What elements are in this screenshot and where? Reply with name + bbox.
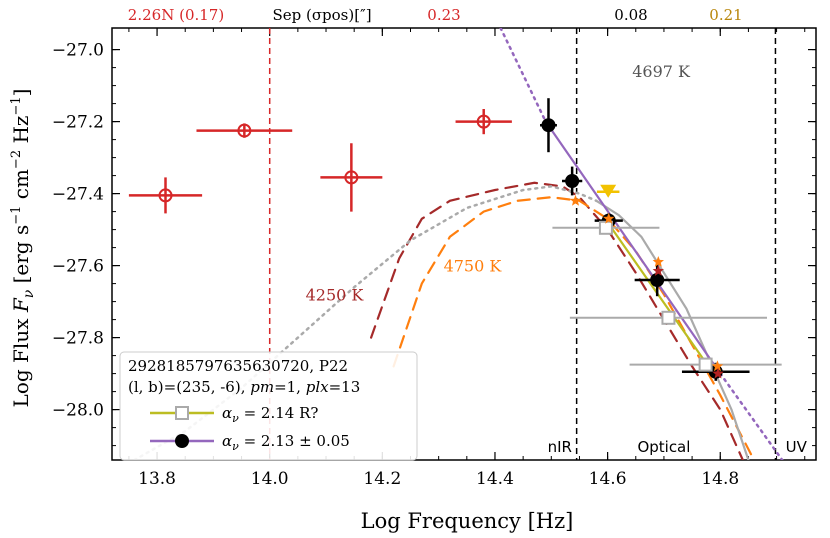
model-curve: [595, 199, 750, 460]
x-tick-label: 13.8: [138, 469, 176, 489]
legend-params-pm: pm: [250, 378, 274, 396]
top-label-sep-gold: 0.21: [709, 6, 742, 24]
legend-params-plx: plx: [306, 378, 329, 396]
annotations: nIR Optical UV 4697 K 4250 K 4750 K: [306, 62, 808, 456]
top-label-sep-black: 0.08: [614, 6, 647, 24]
top-label-sep-red2: 0.23: [427, 6, 460, 24]
y-tick-label: −27.0: [52, 41, 104, 61]
plot-frame: [111, 27, 817, 461]
model-curve: [499, 28, 547, 123]
model-flux-star: [652, 256, 664, 267]
data-point-gray: [598, 220, 613, 235]
model-flux-star: [711, 360, 724, 372]
y-label-e2: −2: [9, 150, 24, 169]
model-flux-star: [603, 212, 615, 224]
data-point-black: [565, 174, 580, 188]
legend-entry-2: αν = 2.13 ± 0.05: [222, 432, 350, 453]
legend-params: (l, b)=(235, -6), pm=1, plx=13: [128, 378, 360, 396]
legend-entry-1: αν = 2.14 R?: [222, 404, 318, 425]
y-label-e: ]: [9, 89, 33, 97]
x-tick-label: 14.6: [589, 469, 627, 489]
y-tick-label: −27.6: [52, 257, 104, 277]
y-label-f: F: [9, 297, 33, 313]
legend-entry-2-nu: ν: [232, 440, 239, 453]
data-point-gray: [661, 310, 676, 325]
legend-params-b: =1,: [274, 378, 306, 396]
top-labels: 2.26N (0.17) Sep (σpos)[″] 0.23 0.08 0.2…: [128, 6, 743, 24]
x-axis-label: Log Frequency [Hz]: [361, 509, 574, 533]
y-label-nu: ν: [21, 289, 37, 298]
x-tick-label: 14.0: [251, 469, 289, 489]
model-curve: [544, 120, 722, 375]
y-tick-label: −28.0: [52, 401, 104, 421]
data-point-black: [541, 118, 556, 133]
legend-entry-1-nu: ν: [232, 412, 239, 425]
temperature-label: 4697 K: [632, 62, 691, 81]
legend: 2928185797635630720, P22 (l, b)=(235, -6…: [119, 351, 418, 461]
model-flux-star: [712, 367, 724, 379]
y-axis-label: Log Flux Fν [erg s−1 cm−2 Hz−1]: [9, 89, 37, 408]
y-label-b: [erg s: [9, 225, 33, 290]
data-point-red: [237, 123, 252, 138]
model-flux-star: [569, 194, 582, 206]
upper-limit-marker: [600, 184, 617, 198]
data-point-gray: [698, 357, 713, 372]
x-tick-label: 14.4: [476, 469, 514, 489]
y-label-a: Log Flux: [9, 312, 33, 407]
legend-entry-2-alpha: α: [222, 432, 232, 450]
legend-source-id: 2928185797635630720, P22: [128, 357, 348, 375]
legend-entry-2-text: = 2.13 ± 0.05: [239, 432, 350, 450]
data-point-red: [158, 188, 173, 203]
legend-entry-1-text: = 2.14 R?: [239, 404, 319, 422]
legend-marker-circle: [175, 434, 189, 448]
y-tick-label: −27.8: [52, 329, 104, 349]
y-tick-label: −27.4: [52, 185, 104, 205]
legend-marker-square: [175, 406, 189, 420]
x-tick-label: 14.2: [363, 469, 401, 489]
data-point-red: [476, 114, 491, 129]
band-label: nIR: [548, 438, 572, 456]
legend-params-a: (l, b)=(235, -6),: [128, 378, 250, 396]
model-flux-star: [652, 265, 664, 276]
legend-entry-1-alpha: α: [222, 404, 232, 422]
data-point-red: [344, 170, 359, 185]
legend-box: [119, 351, 418, 461]
temperature-label: 4250 K: [306, 285, 365, 304]
y-tick-label: −27.2: [52, 113, 104, 133]
y-label-c: cm: [9, 169, 33, 206]
data-point-black: [650, 273, 665, 287]
legend-params-c: =13: [329, 378, 361, 396]
model-curve: [392, 196, 756, 460]
top-label-sep-red1: 2.26N (0.17): [128, 6, 224, 24]
y-label-e3: −1: [9, 96, 24, 115]
y-label-d: Hz: [9, 116, 33, 150]
model-curve: [606, 221, 705, 361]
y-label-e1: −1: [9, 206, 24, 225]
band-label: UV: [786, 438, 808, 456]
temperature-label: 4750 K: [444, 257, 503, 276]
top-label-sep-header: Sep (σpos)[″]: [272, 6, 371, 24]
band-label: Optical: [637, 438, 690, 456]
x-tick-label: 14.8: [701, 469, 739, 489]
axes: 13.8 14.0 14.2 14.4 14.6 14.8 −28.0 −27.8 −27.6 −…: [52, 27, 817, 489]
